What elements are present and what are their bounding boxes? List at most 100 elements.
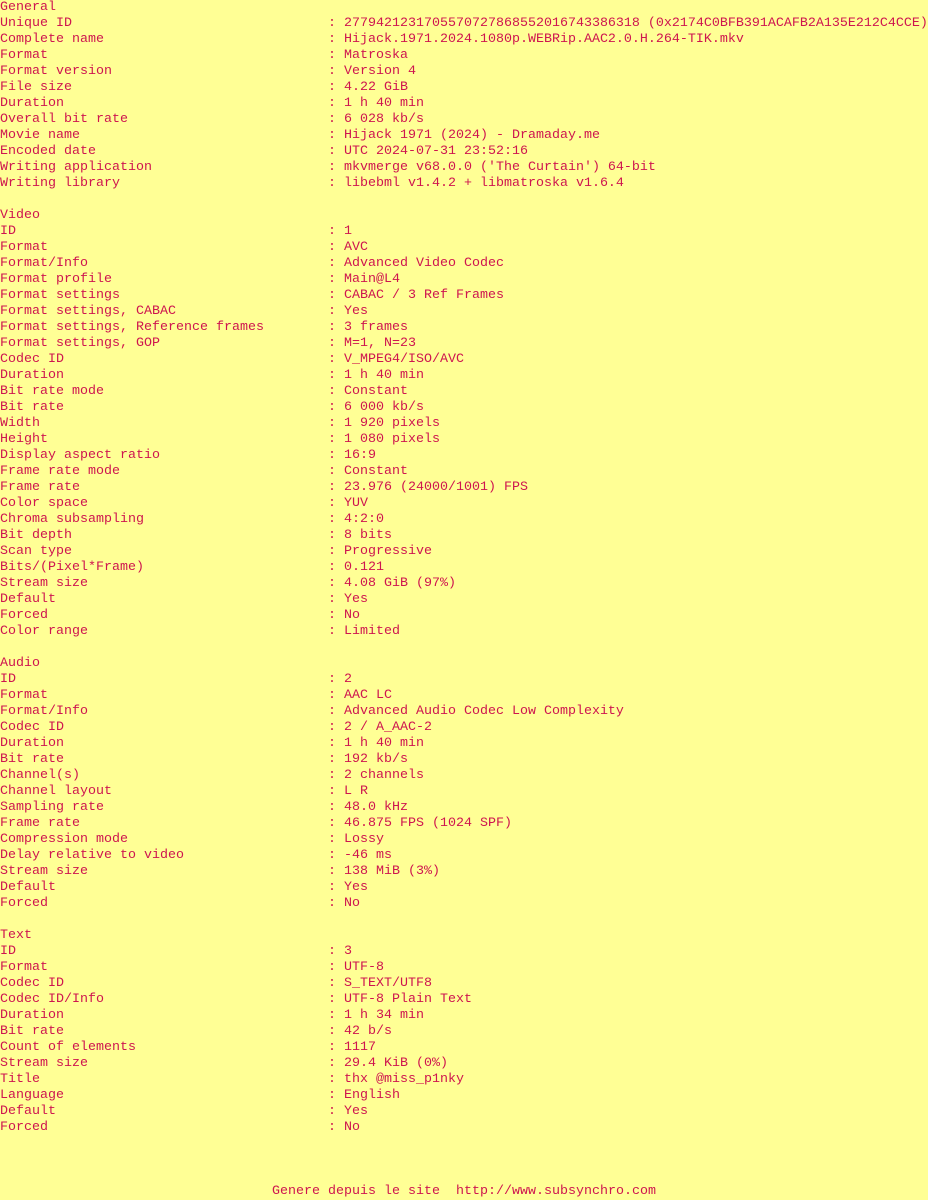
field-row: Sampling rate: 48.0 kHz — [0, 800, 928, 816]
field-label: Bit rate mode — [0, 384, 104, 399]
field-row: Frame rate : 23.976 (24000/1001) FPS — [0, 480, 928, 496]
field-value: : 4.08 GiB (97%) — [328, 576, 456, 591]
field-label: Bits/(Pixel*Frame) — [0, 560, 144, 575]
field-row: ID: 1 — [0, 224, 928, 240]
field-value: : thx @miss_p1nky — [328, 1072, 464, 1087]
field-label: ID — [0, 672, 16, 687]
field-row: Bits/(Pixel*Frame) : 0.121 — [0, 560, 928, 576]
field-value: : 42 b/s — [328, 1024, 392, 1039]
field-label: Format settings, GOP — [0, 336, 160, 351]
field-row: Forced : No — [0, 608, 928, 624]
field-row: Bit depth: 8 bits — [0, 528, 928, 544]
field-value: : 1 h 40 min — [328, 736, 424, 751]
field-value: : Version 4 — [328, 64, 416, 79]
field-row: Channel layout: L R — [0, 784, 928, 800]
field-value: : 1 h 40 min — [328, 368, 424, 383]
field-row: Stream size: 138 MiB (3%) — [0, 864, 928, 880]
field-value: : No — [328, 608, 360, 623]
field-label: File size — [0, 80, 72, 95]
field-label: Format settings — [0, 288, 120, 303]
field-value: : Constant — [328, 464, 408, 479]
field-label: Bit depth — [0, 528, 72, 543]
field-value: : YUV — [328, 496, 368, 511]
field-row: Color range: Limited — [0, 624, 928, 640]
field-value: : M=1, N=23 — [328, 336, 416, 351]
field-label: Height — [0, 432, 48, 447]
field-row: Duration : 1 h 40 min — [0, 368, 928, 384]
field-row: Bit rate: 192 kb/s — [0, 752, 928, 768]
field-value: : 1 — [328, 224, 352, 239]
field-row: Language: English — [0, 1088, 928, 1104]
field-row: Unique ID: 27794212317055707278685520167… — [0, 16, 928, 32]
field-label: Chroma subsampling — [0, 512, 144, 527]
field-value: : Main@L4 — [328, 272, 400, 287]
field-value: : S_TEXT/UTF8 — [328, 976, 432, 991]
field-value: : 4:2:0 — [328, 512, 384, 527]
field-value: : 6 028 kb/s — [328, 112, 424, 127]
field-row: Forced: No — [0, 896, 928, 912]
field-value: : -46 ms — [328, 848, 392, 863]
footer-credit: Genere depuis le site http://www.subsync… — [272, 1184, 656, 1199]
field-label: Format profile — [0, 272, 112, 287]
field-row: Writing library: libebml v1.4.2 + libmat… — [0, 176, 928, 192]
field-label: Color space — [0, 496, 88, 511]
field-label: Format — [0, 688, 48, 703]
field-label: Frame rate — [0, 816, 80, 831]
field-label: Duration — [0, 368, 64, 383]
field-label: Frame rate mode — [0, 464, 120, 479]
field-label: Format — [0, 48, 48, 63]
field-value: : L R — [328, 784, 368, 799]
field-value: : Yes — [328, 304, 368, 319]
field-label: Duration — [0, 1008, 64, 1023]
field-label: Codec ID — [0, 720, 64, 735]
field-value: : AAC LC — [328, 688, 392, 703]
field-value: : Yes — [328, 880, 368, 895]
field-label: Complete name — [0, 32, 104, 47]
field-value: : 29.4 KiB (0%) — [328, 1056, 448, 1071]
field-row: ID: 3 — [0, 944, 928, 960]
field-value: : 1117 — [328, 1040, 376, 1055]
field-label: Forced — [0, 608, 48, 623]
field-row: Bit rate mode : Constant — [0, 384, 928, 400]
field-row: Title: thx @miss_p1nky — [0, 1072, 928, 1088]
field-label: Delay relative to video — [0, 848, 184, 863]
field-label: Stream size — [0, 864, 88, 879]
field-value: : 2 — [328, 672, 352, 687]
field-label: Bit rate — [0, 752, 64, 767]
field-label: Encoded date — [0, 144, 96, 159]
field-label: Default — [0, 880, 56, 895]
field-row: Display aspect ratio: 16:9 — [0, 448, 928, 464]
field-label: Compression mode — [0, 832, 128, 847]
field-value: : Constant — [328, 384, 408, 399]
field-value: : 23.976 (24000/1001) FPS — [328, 480, 528, 495]
field-label: Duration — [0, 736, 64, 751]
field-label: Scan type — [0, 544, 72, 559]
field-value: : CABAC / 3 Ref Frames — [328, 288, 504, 303]
section-title: Text — [0, 928, 32, 943]
field-label: Width — [0, 416, 40, 431]
field-label: Writing library — [0, 176, 120, 191]
field-value: : 16:9 — [328, 448, 376, 463]
field-label: Unique ID — [0, 16, 72, 31]
field-row: Format settings, Reference frames: 3 fra… — [0, 320, 928, 336]
field-value: : Matroska — [328, 48, 408, 63]
field-value: : 1 920 pixels — [328, 416, 440, 431]
field-row: File size: 4.22 GiB — [0, 80, 928, 96]
field-value: : 0.121 — [328, 560, 384, 575]
field-label: Default — [0, 592, 56, 607]
field-label: Frame rate — [0, 480, 80, 495]
section-general: General Unique ID: 2779421231705570727868… — [0, 0, 928, 192]
field-value: : mkvmerge v68.0.0 ('The Curtain') 64-bi… — [328, 160, 656, 175]
field-value: : Limited — [328, 624, 400, 639]
field-label: Format — [0, 240, 48, 255]
field-label: Stream size — [0, 576, 88, 591]
field-row: Writing application : mkvmerge v68.0.0 ('… — [0, 160, 928, 176]
field-row: Movie name: Hijack 1971 (2024) - Dramada… — [0, 128, 928, 144]
field-label: Writing application — [0, 160, 152, 175]
field-row: Codec ID: V_MPEG4/ISO/AVC — [0, 352, 928, 368]
field-value: : UTF-8 — [328, 960, 384, 975]
field-value: : Lossy — [328, 832, 384, 847]
field-row: Format: UTF-8 — [0, 960, 928, 976]
field-row: Scan type: Progressive — [0, 544, 928, 560]
